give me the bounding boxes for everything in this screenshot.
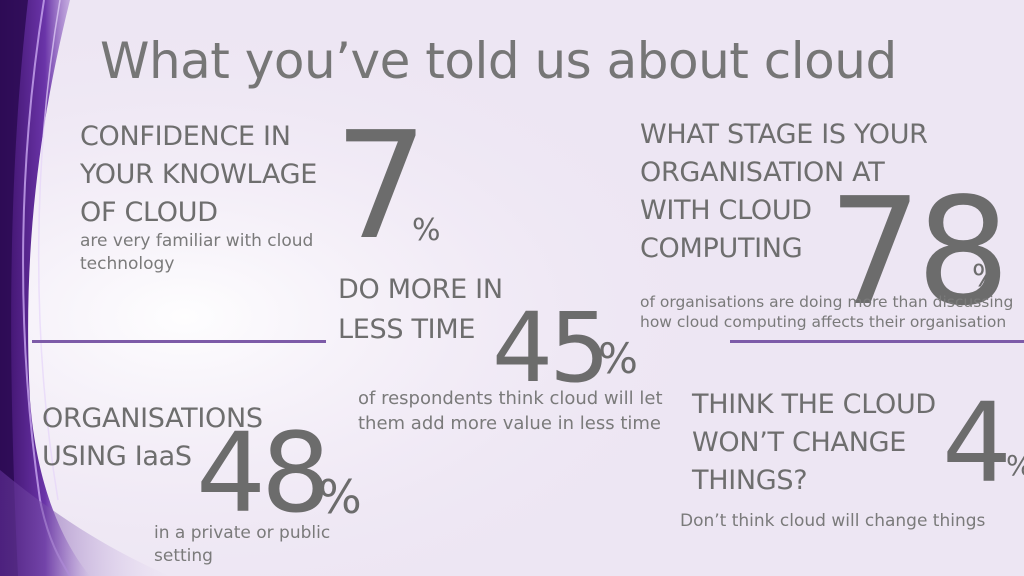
caption-line: in a private or public (154, 523, 331, 543)
confidence-heading: CONFIDENCE IN YOUR KNOWLAGE OF CLOUD (80, 118, 317, 232)
caption-line: how cloud computing affects their organi… (640, 313, 1007, 331)
divider-left (32, 340, 326, 343)
heading-line: USING IaaS (42, 441, 192, 472)
iaas-caption: in a private or public setting (154, 522, 330, 568)
do-more-caption: of respondents think cloud will let them… (358, 386, 663, 436)
heading-line: THINK THE CLOUD (692, 389, 936, 420)
caption-line: are very familiar with cloud (80, 231, 314, 251)
divider-right (730, 340, 1024, 343)
do-more-heading: DO MORE IN LESS TIME (338, 270, 503, 350)
heading-line: WON’T CHANGE (692, 427, 907, 458)
heading-line: CONFIDENCE IN (80, 121, 291, 152)
iaas-value: 48 (196, 409, 331, 537)
confidence-value: 7 (334, 100, 428, 272)
no-change-caption: Don’t think cloud will change things (680, 510, 985, 533)
no-change-unit: % (1006, 452, 1024, 480)
caption-line: setting (154, 546, 213, 566)
heading-line: COMPUTING (640, 233, 803, 264)
heading-line: ORGANISATIONS (42, 403, 263, 434)
caption-line: of organisations are doing more than dis… (640, 293, 1014, 311)
heading-line: YOUR KNOWLAGE (80, 159, 317, 190)
caption-line: Don’t think cloud will change things (680, 511, 986, 531)
stage-heading: WHAT STAGE IS YOUR ORGANISATION AT WITH … (640, 116, 928, 268)
stage-value: 78 (828, 166, 1010, 338)
caption-line: of respondents think cloud will let (358, 388, 663, 409)
do-more-unit: % (598, 334, 638, 383)
heading-line: LESS TIME (338, 314, 476, 345)
heading-line: THINGS? (692, 465, 808, 496)
page-title: What you’ve told us about cloud (100, 32, 897, 90)
iaas-heading: ORGANISATIONS USING IaaS (42, 400, 263, 476)
stage-unit: % (972, 259, 1001, 294)
confidence-caption: are very familiar with cloud technology (80, 230, 313, 276)
confidence-unit: % (412, 213, 441, 248)
caption-line: technology (80, 254, 175, 274)
iaas-unit: % (318, 470, 362, 524)
heading-line: OF CLOUD (80, 197, 218, 228)
heading-line: DO MORE IN (338, 274, 503, 305)
no-change-heading: THINK THE CLOUD WON’T CHANGE THINGS? (692, 386, 936, 500)
heading-line: WHAT STAGE IS YOUR (640, 119, 928, 150)
heading-line: WITH CLOUD (640, 195, 812, 226)
stage-caption: of organisations are doing more than dis… (640, 292, 1013, 332)
no-change-value: 4 (942, 379, 1012, 507)
caption-line: them add more value in less time (358, 413, 661, 434)
do-more-value: 45 (492, 292, 610, 404)
heading-line: ORGANISATION AT (640, 157, 885, 188)
